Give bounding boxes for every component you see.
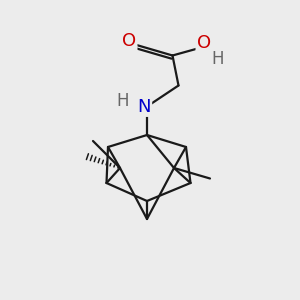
Text: N: N bbox=[137, 98, 151, 116]
Text: O: O bbox=[122, 32, 136, 50]
Text: O: O bbox=[197, 34, 211, 52]
Text: H: H bbox=[212, 50, 224, 68]
Text: H: H bbox=[117, 92, 129, 110]
